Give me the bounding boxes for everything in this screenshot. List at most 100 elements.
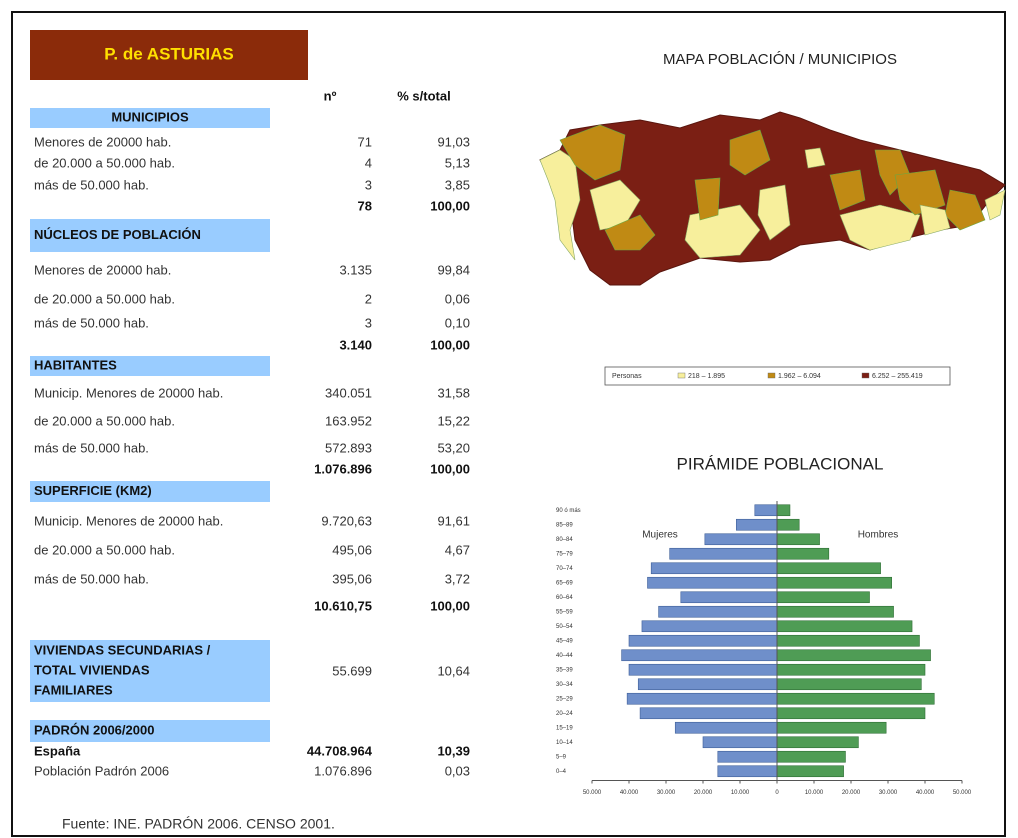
section-header: HABITANTES <box>34 357 117 372</box>
pyramid-title: PIRÁMIDE POBLACIONAL <box>677 454 884 473</box>
row-label: más de 50.000 hab. <box>34 315 149 330</box>
row-number: 572.893 <box>325 440 372 455</box>
row-number: 3.135 <box>339 262 372 277</box>
section-header-bar <box>30 356 270 376</box>
bar-men <box>776 692 935 705</box>
total-percent: 100,00 <box>430 461 470 476</box>
bar-women <box>641 620 778 633</box>
bar-men <box>776 649 931 662</box>
section-header-bar <box>30 720 270 742</box>
age-label: 5–9 <box>556 754 567 760</box>
column-header: % s/total <box>397 88 450 103</box>
bar-women <box>704 533 778 546</box>
row-label: más de 50.000 hab. <box>34 571 149 586</box>
row-number: 1.076.896 <box>314 763 372 778</box>
section-header-bar <box>30 219 270 252</box>
bar-men <box>776 634 920 647</box>
legend-label: 1.962 – 6.094 <box>778 373 821 380</box>
row-percent: 91,61 <box>437 513 470 528</box>
bar-women <box>754 504 778 517</box>
bar-men <box>776 547 830 560</box>
total-percent: 100,00 <box>430 337 470 352</box>
title: P. de ASTURIAS <box>104 44 233 63</box>
total-number: 3.140 <box>339 337 372 352</box>
age-label: 15–19 <box>556 725 573 731</box>
bar-men <box>776 591 870 604</box>
row-number: 3 <box>365 315 372 330</box>
legend-label: 6.252 – 255.419 <box>872 373 923 380</box>
bar-women <box>702 736 778 749</box>
age-label: 55–59 <box>556 609 573 615</box>
row-percent: 31,58 <box>437 385 470 400</box>
age-label: 90 ó más <box>556 508 581 514</box>
age-label: 60–64 <box>556 595 573 601</box>
map-legend <box>604 366 951 386</box>
column-header: nº <box>324 88 337 103</box>
section-header: PADRÓN 2006/2000 <box>34 722 154 737</box>
total-number: 1.076.896 <box>314 461 372 476</box>
legend-title: Personas <box>612 373 642 380</box>
row-number: 9.720,63 <box>321 513 372 528</box>
age-label: 70–74 <box>556 566 573 572</box>
row-number: 340.051 <box>325 385 372 400</box>
x-tick-label: 20.000 <box>694 790 713 796</box>
age-label: 40–44 <box>556 653 573 659</box>
row-label: Municip. Menores de 20000 hab. <box>34 385 223 400</box>
pyramid-left-label: Mujeres <box>642 530 678 541</box>
frame <box>11 11 1006 837</box>
x-tick-label: 10.000 <box>731 790 750 796</box>
row-percent: 5,13 <box>445 155 470 170</box>
row-percent: 15,22 <box>437 413 470 428</box>
row-number: 4 <box>365 155 372 170</box>
x-tick-label: 40.000 <box>916 790 935 796</box>
row-percent: 0,10 <box>445 315 470 330</box>
age-label: 85–89 <box>556 522 573 528</box>
bar-men <box>776 678 922 691</box>
age-label: 50–54 <box>556 624 573 630</box>
row-number: 495,06 <box>332 542 372 557</box>
total-percent: 100,00 <box>430 198 470 213</box>
bar-men <box>776 620 913 633</box>
bar-women <box>658 605 778 618</box>
bar-men <box>776 707 926 720</box>
bar-women <box>674 721 778 734</box>
row-label: España <box>34 743 81 758</box>
row-percent: 53,20 <box>437 440 470 455</box>
row-label: más de 50.000 hab. <box>34 177 149 192</box>
footer: Fuente: INE. PADRÓN 2006. CENSO 2001. <box>62 816 335 832</box>
bar-women <box>637 678 778 691</box>
section-header-bar <box>30 108 270 128</box>
section-header-bar <box>30 481 270 502</box>
bar-women <box>647 576 778 589</box>
row-percent: 10,39 <box>437 743 470 758</box>
bar-women <box>669 547 778 560</box>
x-tick-label: 20.000 <box>842 790 861 796</box>
section-header: TOTAL VIVIENDAS <box>34 662 150 677</box>
legend-label: 218 – 1.895 <box>688 373 725 380</box>
row-percent: 99,84 <box>437 262 470 277</box>
map-title: MAPA POBLACIÓN / MUNICIPIOS <box>663 51 897 68</box>
legend-swatch <box>677 372 686 379</box>
bar-women <box>628 663 778 676</box>
bar-men <box>776 750 846 763</box>
bar-men <box>776 765 844 778</box>
age-label: 0–4 <box>556 769 567 775</box>
row-label: de 20.000 a 50.000 hab. <box>34 413 175 428</box>
section-header: SUPERFICIE (KM2) <box>34 483 152 498</box>
age-label: 65–69 <box>556 580 573 586</box>
age-label: 75–79 <box>556 551 573 557</box>
x-tick-label: 50.000 <box>953 790 972 796</box>
section-header: FAMILIARES <box>34 682 113 697</box>
bar-men <box>776 605 894 618</box>
row-label: de 20.000 a 50.000 hab. <box>34 542 175 557</box>
x-tick-label: 30.000 <box>879 790 898 796</box>
total-number: 10.610,75 <box>314 598 372 613</box>
row-number: 71 <box>358 134 372 149</box>
row-number: 163.952 <box>325 413 372 428</box>
section-header: NÚCLEOS DE POBLACIÓN <box>34 227 201 242</box>
age-label: 30–34 <box>556 682 573 688</box>
row-label: de 20.000 a 50.000 hab. <box>34 155 175 170</box>
bar-women <box>626 692 778 705</box>
